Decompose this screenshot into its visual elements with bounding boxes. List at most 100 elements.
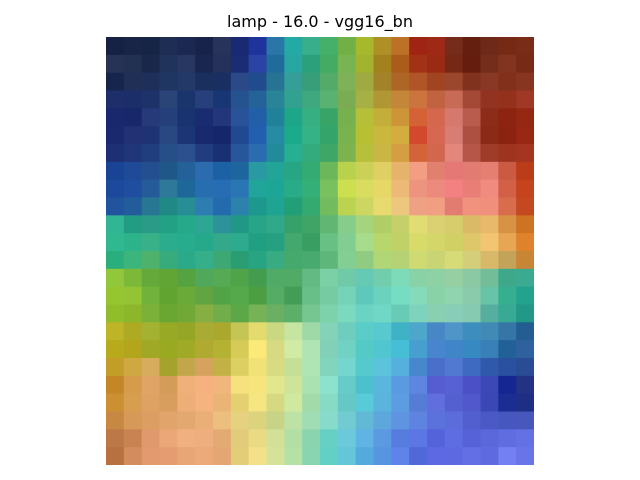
heatmap-cell	[409, 73, 427, 91]
heatmap-cell	[106, 162, 124, 180]
heatmap-cell	[338, 198, 356, 216]
heatmap-cell	[498, 108, 516, 126]
heatmap-cell	[445, 305, 463, 323]
heatmap-cell	[195, 269, 213, 287]
heatmap-cell	[142, 376, 160, 394]
heatmap-cell	[106, 322, 124, 340]
heatmap-cell	[356, 251, 374, 269]
heatmap-cell	[160, 412, 178, 430]
heatmap-cell	[463, 91, 481, 109]
heatmap-cell	[302, 37, 320, 55]
heatmap-cell	[177, 180, 195, 198]
heatmap-cell	[213, 251, 231, 269]
heatmap-cell	[302, 447, 320, 465]
heatmap-cell	[142, 126, 160, 144]
heatmap-cell	[481, 180, 499, 198]
heatmap-cell	[284, 287, 302, 305]
heatmap-cell	[124, 37, 142, 55]
heatmap-cell	[231, 429, 249, 447]
heatmap-cell	[142, 55, 160, 73]
heatmap-cell	[302, 73, 320, 91]
heatmap-cell	[142, 358, 160, 376]
heatmap-cell	[481, 376, 499, 394]
heatmap-cell	[249, 447, 267, 465]
heatmap-cell	[177, 251, 195, 269]
heatmap-cell	[409, 198, 427, 216]
heatmap-cell	[463, 198, 481, 216]
heatmap-cell	[284, 162, 302, 180]
heatmap-cell	[391, 251, 409, 269]
heatmap-cell	[445, 358, 463, 376]
heatmap-cell	[267, 358, 285, 376]
heatmap-cell	[231, 215, 249, 233]
heatmap-cell	[391, 198, 409, 216]
heatmap-cell	[267, 287, 285, 305]
heatmap-cell	[338, 429, 356, 447]
heatmap-cell	[124, 340, 142, 358]
heatmap-cell	[106, 91, 124, 109]
heatmap-cell	[302, 376, 320, 394]
heatmap-cell	[284, 37, 302, 55]
heatmap-cell	[498, 215, 516, 233]
heatmap-cell	[320, 287, 338, 305]
heatmap-cell	[231, 322, 249, 340]
heatmap-cell	[427, 447, 445, 465]
heatmap-cell	[231, 37, 249, 55]
heatmap-cell	[498, 322, 516, 340]
heatmap-cell	[498, 91, 516, 109]
heatmap-image	[106, 37, 534, 465]
heatmap-cell	[445, 180, 463, 198]
heatmap-cell	[195, 73, 213, 91]
heatmap-cell	[195, 144, 213, 162]
heatmap-cell	[374, 322, 392, 340]
heatmap-cell	[177, 126, 195, 144]
heatmap-cell	[374, 91, 392, 109]
heatmap-cell	[195, 215, 213, 233]
heatmap-cell	[374, 73, 392, 91]
heatmap-cell	[463, 37, 481, 55]
heatmap-cell	[427, 412, 445, 430]
heatmap-cell	[320, 126, 338, 144]
heatmap-cell	[356, 358, 374, 376]
heatmap-cell	[267, 73, 285, 91]
heatmap-cell	[374, 269, 392, 287]
heatmap-cell	[124, 287, 142, 305]
heatmap-cell	[356, 215, 374, 233]
heatmap-cell	[516, 340, 534, 358]
heatmap-cell	[213, 144, 231, 162]
heatmap-cell	[338, 305, 356, 323]
heatmap-cell	[338, 233, 356, 251]
heatmap-cell	[142, 394, 160, 412]
heatmap-cell	[177, 269, 195, 287]
heatmap-cell	[160, 269, 178, 287]
heatmap-cell	[231, 126, 249, 144]
heatmap-cell	[516, 305, 534, 323]
heatmap-cell	[302, 340, 320, 358]
heatmap-cell	[391, 233, 409, 251]
heatmap-cell	[267, 340, 285, 358]
heatmap-cell	[160, 91, 178, 109]
heatmap-cell	[160, 376, 178, 394]
heatmap-cell	[320, 108, 338, 126]
heatmap-cell	[142, 429, 160, 447]
heatmap-cell	[409, 394, 427, 412]
heatmap-cell	[160, 358, 178, 376]
heatmap-cell	[231, 412, 249, 430]
heatmap-cell	[427, 358, 445, 376]
heatmap-cell	[516, 412, 534, 430]
heatmap-cell	[391, 447, 409, 465]
heatmap-cell	[231, 305, 249, 323]
heatmap-cell	[106, 412, 124, 430]
heatmap-cell	[195, 180, 213, 198]
heatmap-cell	[302, 429, 320, 447]
heatmap-cell	[177, 233, 195, 251]
heatmap-cell	[213, 233, 231, 251]
heatmap-cell	[124, 91, 142, 109]
heatmap-cell	[338, 376, 356, 394]
heatmap-cell	[284, 55, 302, 73]
heatmap-cell	[213, 394, 231, 412]
heatmap-cell	[302, 287, 320, 305]
heatmap-cell	[213, 269, 231, 287]
heatmap-cell	[374, 394, 392, 412]
heatmap-cell	[302, 144, 320, 162]
